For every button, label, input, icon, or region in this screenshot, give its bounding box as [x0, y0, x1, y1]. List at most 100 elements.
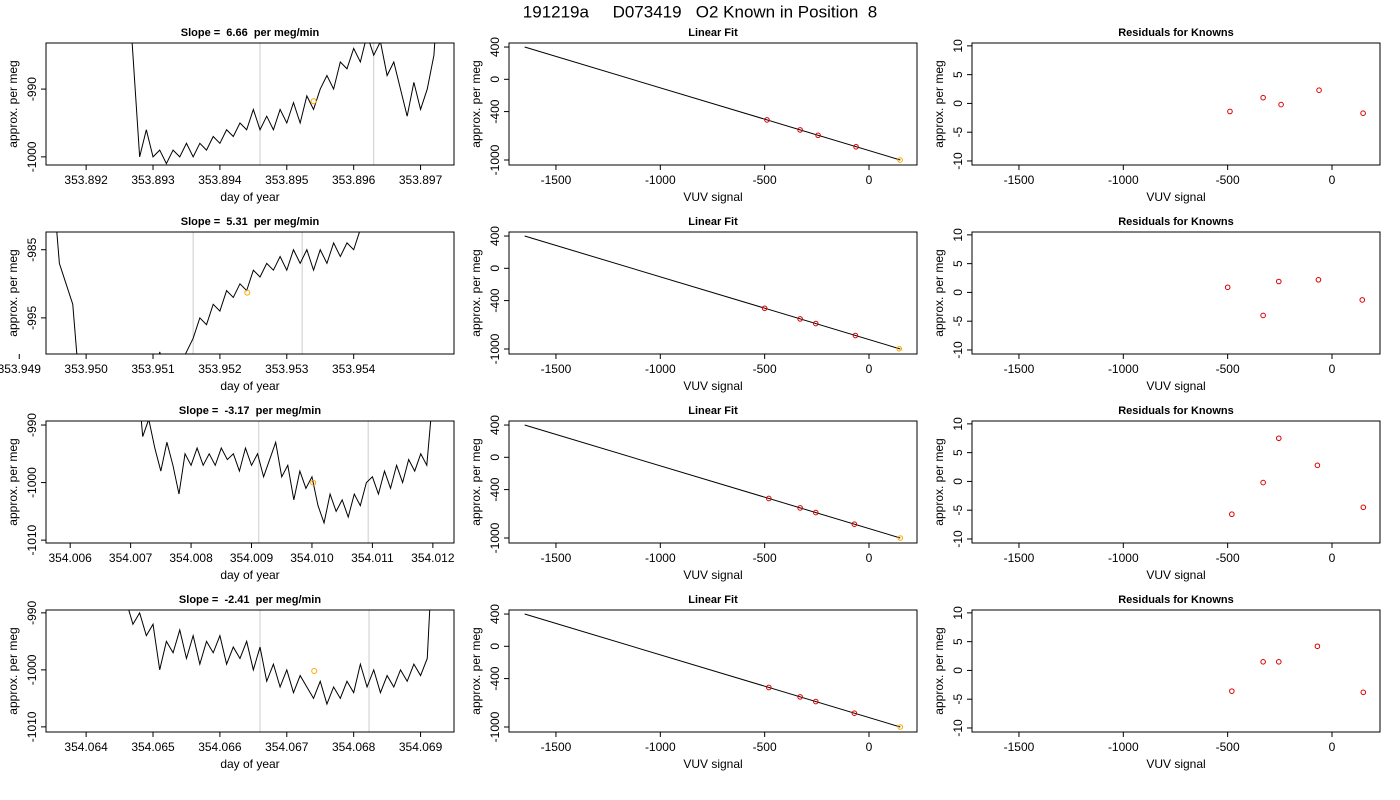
x-tick-label: 353.895 [265, 173, 309, 187]
plot-area [524, 235, 903, 352]
y-axis-label: approx. per meg [6, 438, 20, 525]
panel-title: Slope = -2.41 per meg/min [179, 594, 321, 606]
plot-area [1229, 643, 1367, 696]
panel: Slope = 6.66 per meg/min 353.892 353.893 35… [6, 27, 455, 204]
point [897, 157, 903, 163]
point [812, 320, 819, 327]
y-tick-label: -400 [488, 477, 502, 501]
y-tick-label: -400 [488, 99, 502, 123]
x-tick-label: -1000 [1108, 173, 1139, 187]
fit-line [524, 235, 901, 350]
panel-title: Linear Fit [688, 405, 738, 417]
plot-area [131, 43, 436, 165]
x-tick-label: 353.894 [198, 173, 242, 187]
x-axis-label: VUV signal [1146, 757, 1205, 771]
y-tick-label: -5 [951, 505, 965, 516]
y-tick-label: 400 [488, 604, 502, 624]
y-axis-label: approx. per meg [932, 60, 946, 147]
x-tick-label: 354.065 [131, 740, 175, 754]
y-tick-label: 10 [951, 39, 965, 53]
plot-frame [971, 609, 1381, 733]
plot-area [1229, 435, 1367, 518]
panel-title: Residuals for Knowns [1118, 405, 1234, 417]
panel: Slope = -2.41 per meg/min 354.064 354.065 3… [6, 594, 455, 771]
point [761, 305, 768, 312]
panel-title: Residuals for Knowns [1118, 27, 1234, 39]
plot-frame [45, 609, 455, 733]
point [1315, 276, 1322, 283]
x-tick-label: -500 [753, 551, 777, 565]
x-tick-label: 354.006 [48, 551, 92, 565]
y-tick-label: -990 [25, 77, 39, 101]
x-axis-label: day of year [220, 379, 279, 393]
point [1360, 110, 1366, 117]
x-tick-label: 354.064 [64, 740, 108, 754]
y-tick-label: -5 [951, 694, 965, 705]
x-tick-label: -1000 [645, 740, 676, 754]
x-tick-label: -500 [1216, 551, 1240, 565]
point [1316, 87, 1322, 93]
y-tick-label: 10 [951, 228, 965, 242]
x-axis-label: VUV signal [683, 190, 742, 204]
point [1260, 479, 1266, 486]
x-tick-label: 353.952 [198, 362, 242, 376]
x-axis-label: day of year [220, 757, 279, 771]
x-tick-label: 354.010 [290, 551, 334, 565]
y-tick-label: 5 [951, 638, 965, 645]
y-tick-label: 5 [951, 71, 965, 78]
x-tick-label: 354.009 [230, 551, 274, 565]
x-tick-label: 0 [1329, 740, 1336, 754]
x-tick-label: -500 [753, 173, 777, 187]
x-axis-label: day of year [220, 190, 279, 204]
y-tick-label: 400 [488, 415, 502, 435]
y-tick-label: -1000 [25, 654, 39, 685]
y-tick-label: -10 [951, 719, 965, 737]
point [1224, 284, 1231, 291]
panel-title: Slope = 5.31 per meg/min [181, 216, 320, 228]
plot-frame [971, 42, 1381, 166]
point [896, 345, 903, 352]
y-tick-label: 0 [951, 478, 965, 485]
point [1275, 435, 1282, 442]
y-tick-label: -10 [951, 152, 965, 170]
y-tick-label: -995 [25, 306, 39, 330]
highlight-point [311, 668, 318, 674]
point [815, 132, 821, 139]
y-tick-label: 0 [488, 454, 502, 461]
y-tick-label: 0 [951, 289, 965, 296]
panel: Residuals for Knowns -1500 -1000 -500 0 -10 -5… [932, 27, 1381, 204]
point [766, 684, 772, 691]
x-tick-label: -1000 [645, 173, 676, 187]
plot-area [56, 232, 360, 354]
point [1278, 101, 1284, 108]
x-tick-label: -1500 [1004, 551, 1035, 565]
x-tick-label: 353.954 [332, 362, 376, 376]
y-tick-label: -1010 [25, 524, 39, 555]
y-tick-label: -1010 [25, 711, 39, 742]
plot-area [524, 424, 904, 541]
x-tick-label: -1500 [1004, 362, 1035, 376]
point [851, 710, 858, 716]
plot-frame [45, 231, 455, 355]
x-tick-label: 354.068 [332, 740, 376, 754]
y-tick-label: -1000 [25, 467, 39, 498]
y-tick-label: -5 [951, 127, 965, 138]
x-tick-label: 0 [1329, 173, 1336, 187]
point [797, 316, 803, 322]
x-axis-label: VUV signal [1146, 190, 1205, 204]
x-axis-label: VUV signal [1146, 379, 1205, 393]
highlight-point [310, 98, 317, 105]
plot-area [140, 421, 432, 543]
x-axis-label: VUV signal [683, 757, 742, 771]
point [1260, 658, 1266, 665]
y-tick-label: -10 [951, 530, 965, 548]
point [897, 535, 904, 541]
x-tick-label: 0 [866, 551, 873, 565]
x-tick-label: -500 [1216, 740, 1240, 754]
x-axis-label: day of year [220, 568, 279, 582]
point [764, 117, 770, 123]
x-tick-label: 353.893 [131, 173, 175, 187]
y-axis-label: approx. per meg [932, 627, 946, 714]
highlight-point [310, 479, 317, 486]
